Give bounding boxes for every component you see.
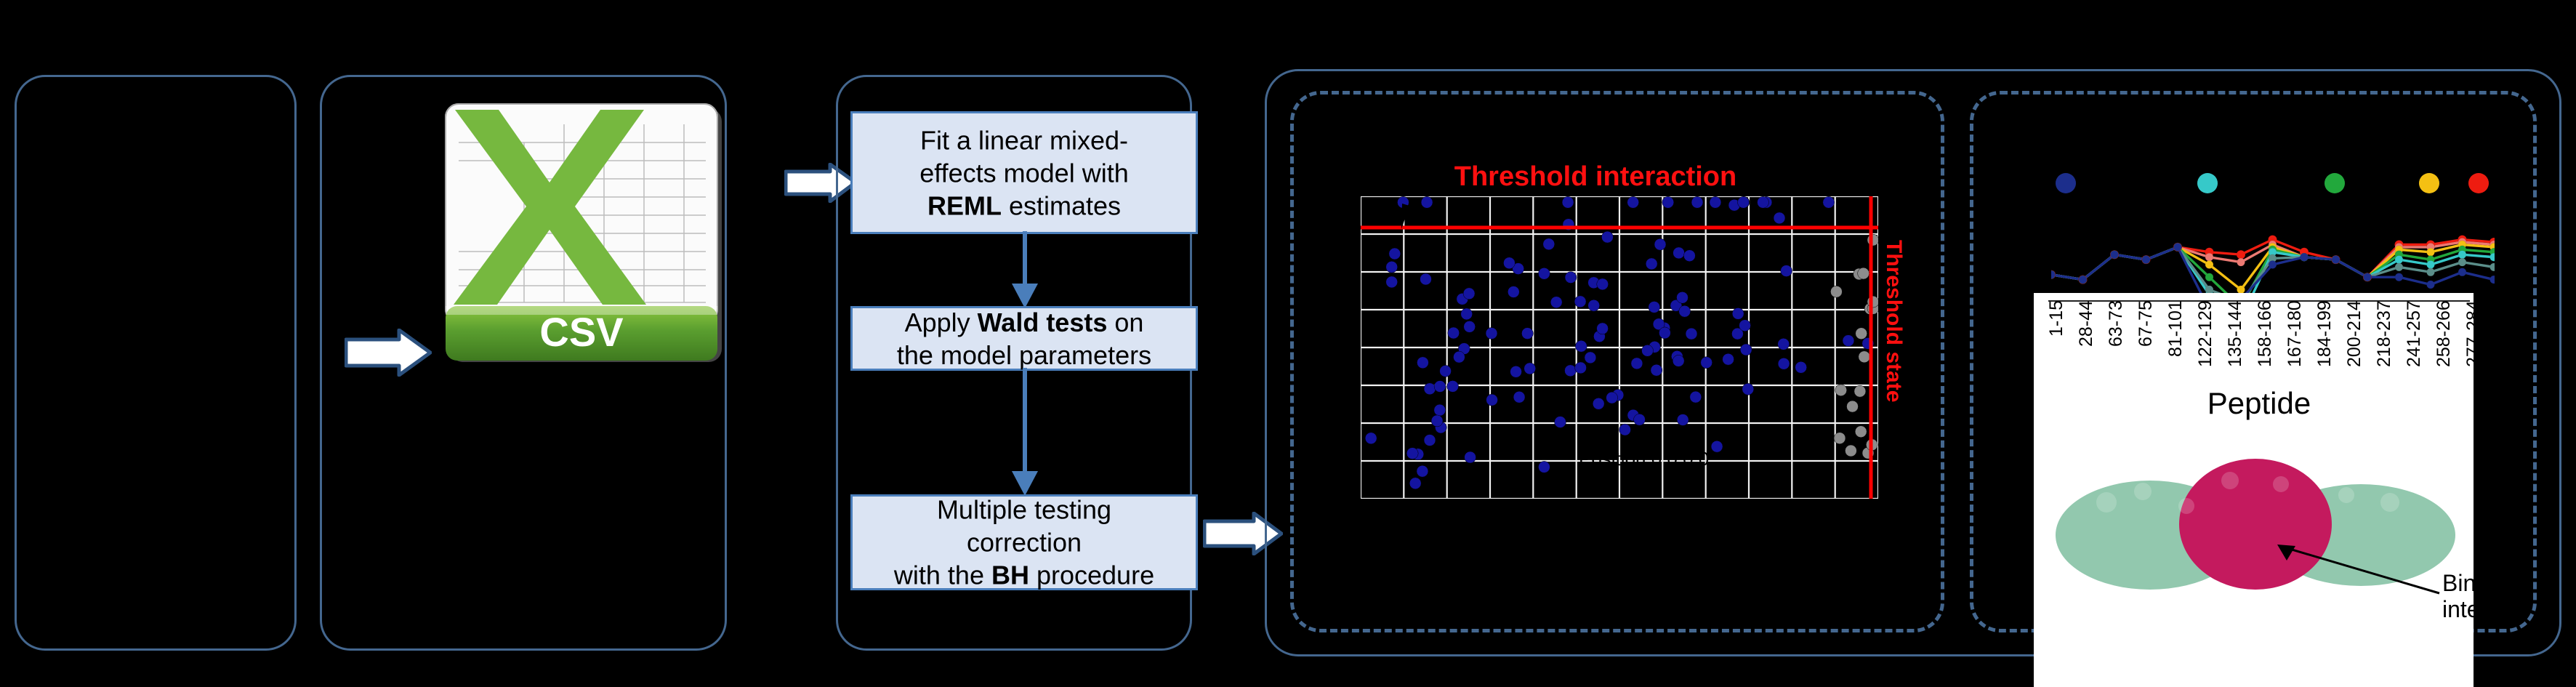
svg-text:interface: interface xyxy=(2442,596,2474,622)
svg-text:CSV: CSV xyxy=(539,309,623,355)
svg-text:Binding: Binding xyxy=(2442,570,2474,596)
svg-text:Position 0.0 0.0: Position 0.0 0.0 xyxy=(1579,448,1709,470)
